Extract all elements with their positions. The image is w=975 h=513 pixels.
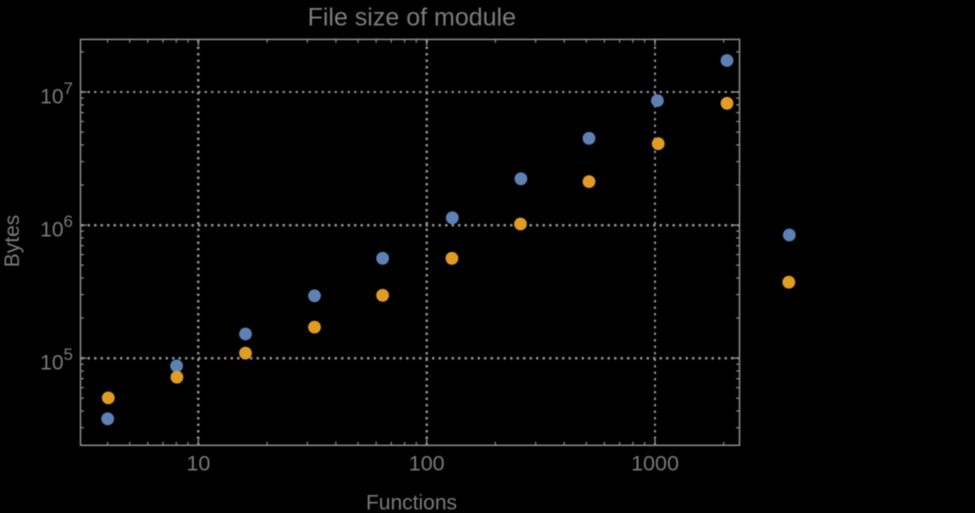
svg-text:1000: 1000	[631, 452, 679, 476]
svg-text:107: 107	[40, 79, 73, 109]
svg-text:105: 105	[40, 345, 73, 375]
svg-text:Bytes: Bytes	[1, 215, 24, 268]
svg-text:File size of module: File size of module	[308, 4, 516, 32]
svg-text:Functions: Functions	[366, 492, 457, 513]
svg-text:10: 10	[186, 452, 210, 476]
svg-text:100: 100	[409, 452, 445, 476]
svg-text:106: 106	[40, 212, 73, 242]
